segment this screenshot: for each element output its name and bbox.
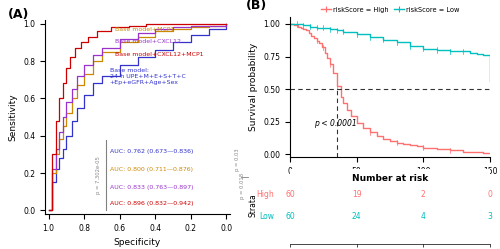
Text: p < 0.0001: p < 0.0001	[314, 119, 357, 128]
Text: Base model:
24-h UPE+M+E+S+T+C
+Ep+eGFR+Age+Sex: Base model: 24-h UPE+M+E+S+T+C +Ep+eGFR+…	[110, 68, 186, 85]
Text: 19: 19	[352, 190, 362, 199]
Text: 60: 60	[285, 212, 295, 221]
Text: 3: 3	[488, 212, 492, 221]
Text: Base model+CXCL12: Base model+CXCL12	[116, 39, 182, 44]
Text: AUC: 0.833 (0.763—0.897): AUC: 0.833 (0.763—0.897)	[110, 185, 193, 190]
Y-axis label: Survival probability: Survival probability	[248, 43, 258, 131]
Text: AUC: 0.896 (0.832—0.942): AUC: 0.896 (0.832—0.942)	[110, 201, 193, 206]
Text: Base model+CXCL12+MCP1: Base model+CXCL12+MCP1	[116, 52, 204, 57]
Text: AUC: 0.762 (0.673—0.836): AUC: 0.762 (0.673—0.836)	[110, 149, 193, 154]
Text: Low: Low	[259, 212, 274, 221]
Text: Number at risk: Number at risk	[352, 174, 428, 183]
Text: 24: 24	[352, 212, 362, 221]
X-axis label: Specificity: Specificity	[114, 239, 161, 248]
Text: High: High	[256, 190, 274, 199]
Y-axis label: Sensitivity: Sensitivity	[8, 93, 18, 141]
X-axis label: Time (Months): Time (Months)	[358, 181, 422, 190]
Text: Base model+MCP1: Base model+MCP1	[116, 27, 174, 32]
Text: 60: 60	[285, 190, 295, 199]
Text: 2: 2	[421, 190, 426, 199]
FancyBboxPatch shape	[106, 140, 220, 210]
Text: 0: 0	[488, 190, 492, 199]
Text: 4: 4	[421, 212, 426, 221]
Text: (A): (A)	[8, 8, 30, 21]
Text: p = 0.03: p = 0.03	[235, 149, 240, 171]
Text: AUC: 0.800 (0.711—0.876): AUC: 0.800 (0.711—0.876)	[110, 167, 193, 172]
Text: p = 0.018: p = 0.018	[240, 173, 246, 199]
Text: Strata: Strata	[248, 194, 257, 217]
Text: p = 7.302e-05: p = 7.302e-05	[96, 156, 101, 194]
Text: (B): (B)	[246, 0, 267, 12]
Legend: riskScore = High, riskScore = Low: riskScore = High, riskScore = Low	[318, 4, 462, 15]
